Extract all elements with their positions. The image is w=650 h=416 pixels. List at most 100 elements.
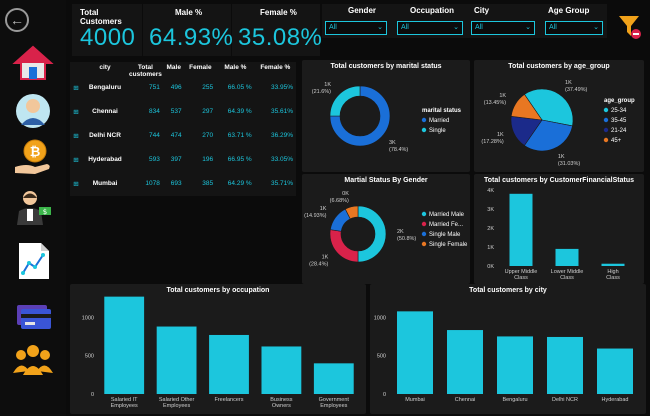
chart-title: Martial Status By Gender <box>344 177 428 184</box>
pie-slice-married-male[interactable] <box>357 205 387 263</box>
kpi-value: 4000 <box>80 24 136 51</box>
header-city[interactable]: city <box>99 64 111 71</box>
x-tick-label: Employees <box>320 403 347 409</box>
table-row[interactable]: ⊞ Delhi NCR 744 474 270 63.71 % 36.29% <box>70 128 296 152</box>
age-group-dropdown[interactable]: All ⌄ <box>545 21 603 35</box>
cell-city: Chennai <box>92 108 118 115</box>
cell-total: 751 <box>149 84 160 91</box>
bar-hyderabad[interactable] <box>597 348 633 394</box>
table-row[interactable]: ⊞ Hyderabad 593 397 196 66.95 % 33.05% <box>70 152 296 176</box>
expand-icon[interactable]: ⊞ <box>73 133 79 140</box>
pie-slice-married-fe-[interactable] <box>329 229 359 263</box>
nav-cards-button[interactable] <box>12 294 54 336</box>
legend-marker <box>421 221 427 227</box>
legend-marker <box>421 241 427 247</box>
slicer-occupation: Occupation All ⌄ <box>394 4 466 36</box>
y-tick-label: 3K <box>487 207 494 213</box>
dropdown-value: All <box>549 24 557 31</box>
bar-freelancers[interactable] <box>209 334 249 394</box>
data-label: 1K <box>320 206 327 212</box>
bar-chennai[interactable] <box>447 330 483 394</box>
bar-business-owners[interactable] <box>261 346 302 394</box>
legend-item: Married Fe... <box>429 222 463 228</box>
occupation-dropdown[interactable]: All ⌄ <box>397 21 463 35</box>
pie-slice-25-34[interactable] <box>524 88 574 127</box>
data-label-pct: (78.4%) <box>389 147 408 153</box>
x-tick-label: Employees <box>111 403 138 409</box>
bar-government-employees[interactable] <box>313 363 354 394</box>
header-male[interactable]: Male <box>166 64 181 71</box>
data-label-pct: (14.93%) <box>304 213 326 219</box>
nav-finance-button[interactable]: ₿ <box>12 136 54 178</box>
nav-profile-button[interactable] <box>12 90 54 132</box>
bar-salaried-other-employees[interactable] <box>156 326 197 394</box>
kpi-label: Female % <box>260 8 297 17</box>
nav-home-button[interactable] <box>12 42 54 84</box>
expand-icon[interactable]: ⊞ <box>73 109 79 116</box>
bitcoin-hand-icon: ₿ <box>15 139 50 174</box>
cell-male-pct: 64.29 % <box>227 180 252 187</box>
cell-female: 255 <box>202 84 214 91</box>
gender-dropdown[interactable]: All ⌄ <box>325 21 387 35</box>
pie-slice-35-45[interactable] <box>523 119 573 152</box>
legend-item: Single Male <box>429 232 461 238</box>
header-female[interactable]: Female <box>189 64 212 71</box>
pie-slice-single[interactable] <box>329 85 361 117</box>
city-dropdown[interactable]: All ⌄ <box>471 21 535 35</box>
cell-male: 537 <box>170 108 182 115</box>
cell-city: Delhi NCR <box>89 132 121 139</box>
chevron-down-icon: ⌄ <box>377 24 383 31</box>
cell-city: Hyderabad <box>88 156 122 163</box>
bar-mumbai[interactable] <box>397 311 433 394</box>
chevron-down-icon: ⌄ <box>525 24 531 31</box>
y-tick-label: 0K <box>487 264 494 270</box>
expand-icon[interactable]: ⊞ <box>73 157 79 164</box>
table-row[interactable]: ⊞ Bengaluru 751 496 255 66.05 % 33.95% <box>70 80 296 104</box>
table-row[interactable]: ⊞ Mumbai 1078 693 385 64.29 % 35.71% <box>70 176 296 200</box>
bar-salaried-it-employees[interactable] <box>104 296 145 394</box>
header-male-pct[interactable]: Male % <box>224 64 247 71</box>
header-female-pct[interactable]: Female % <box>260 64 291 71</box>
slicer-label: Occupation <box>410 6 455 15</box>
kpi-value: 35.08% <box>238 24 323 51</box>
table-row[interactable]: ⊞ Chennai 834 537 297 64.39 % 35.61% <box>70 104 296 128</box>
bar-bengaluru[interactable] <box>497 336 533 394</box>
sidebar-nav: ← ₿ <box>0 0 66 416</box>
chart-title: Total customers by occupation <box>166 287 270 294</box>
expand-icon[interactable]: ⊞ <box>73 85 79 92</box>
cell-female: 270 <box>202 132 214 139</box>
cell-total: 593 <box>149 156 160 163</box>
nav-customer-button[interactable]: $ <box>12 186 54 228</box>
y-tick-label: 0 <box>91 392 94 398</box>
data-label-pct: (37.49%) <box>565 87 587 93</box>
filter-clear-button[interactable] <box>618 14 642 40</box>
marital-gender-donut: 2K(50.8%)1K(28.4%)1K(14.93%)0K(6.68%)Mar… <box>304 191 468 267</box>
bar-delhi-ncr[interactable] <box>547 336 583 394</box>
kpi-female-pct: Female % 35.08% <box>232 4 323 56</box>
header-total[interactable]: Total customers <box>129 64 162 78</box>
svg-text:₿: ₿ <box>30 145 41 160</box>
x-tick-label: Employees <box>163 403 190 409</box>
bar-upper-middle-class[interactable] <box>509 193 533 266</box>
back-arrow-icon: ← <box>10 12 24 28</box>
pie-slice-married[interactable] <box>329 85 391 147</box>
x-tick-label: Delhi NCR <box>552 397 578 403</box>
nav-group-button[interactable] <box>12 340 54 382</box>
legend-item: Single <box>429 128 446 134</box>
nav-report-button[interactable] <box>12 240 54 282</box>
bar-lower-middle-class[interactable] <box>555 248 579 266</box>
header-expand <box>70 62 82 80</box>
x-tick-label: Business <box>270 397 293 403</box>
y-tick-label: 0 <box>383 392 386 398</box>
expand-icon[interactable]: ⊞ <box>73 181 79 188</box>
x-tick-label: High <box>607 269 618 275</box>
pie-slice-45-[interactable] <box>510 93 543 121</box>
data-label: 2K <box>397 229 404 235</box>
x-tick-label: Chennai <box>455 397 476 403</box>
legend-item: Married <box>429 118 449 124</box>
pie-slice-single-female[interactable] <box>344 205 359 220</box>
bar-high-class[interactable] <box>601 263 625 266</box>
back-button[interactable]: ← <box>5 8 29 32</box>
